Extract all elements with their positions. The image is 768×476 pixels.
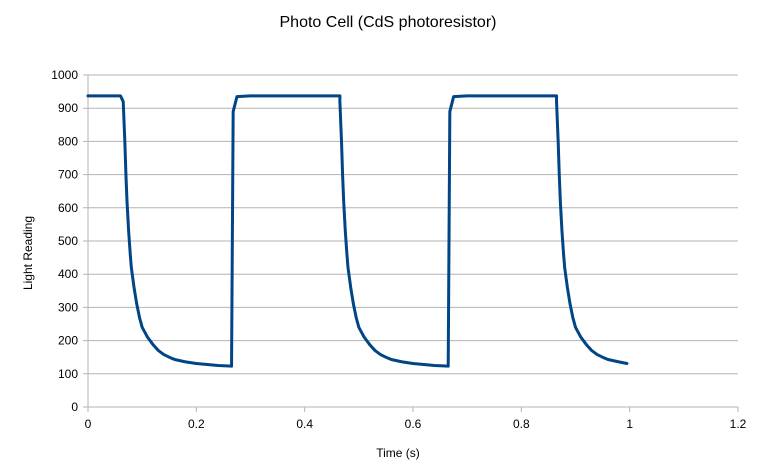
y-tick-label: 0 xyxy=(71,400,78,414)
y-tick-label: 900 xyxy=(58,101,78,115)
x-tick-label: 0.2 xyxy=(188,417,205,431)
y-tick-label: 1000 xyxy=(51,68,78,82)
series-line xyxy=(86,94,629,368)
y-tick-label: 100 xyxy=(58,367,78,381)
x-tick-label: 0.4 xyxy=(296,417,313,431)
y-tick-label: 700 xyxy=(58,168,78,182)
y-tick-label: 200 xyxy=(58,334,78,348)
series-layer xyxy=(86,94,629,368)
y-tick-label: 500 xyxy=(58,234,78,248)
y-tick-label: 400 xyxy=(58,267,78,281)
x-axis-label: Time (s) xyxy=(376,446,420,460)
x-tick-labels: 0 0.2 0.4 0.6 0.8 1 1.2 xyxy=(85,417,747,431)
y-tick-label: 600 xyxy=(58,201,78,215)
x-tick-label: 0 xyxy=(85,417,92,431)
chart-title: Photo Cell (CdS photoresistor) xyxy=(280,14,497,31)
axes xyxy=(87,75,739,412)
x-tick-label: 1 xyxy=(626,417,633,431)
y-tick-label: 800 xyxy=(58,134,78,148)
x-tick-label: 1.2 xyxy=(730,417,747,431)
x-tick-label: 0.6 xyxy=(405,417,422,431)
y-tick-labels: 0 100 200 300 400 500 600 700 800 900 1000 xyxy=(51,68,78,414)
gridlines xyxy=(83,74,738,408)
y-tick-label: 300 xyxy=(58,300,78,314)
y-axis-label: Light Reading xyxy=(21,216,35,290)
x-tick-label: 0.8 xyxy=(513,417,530,431)
